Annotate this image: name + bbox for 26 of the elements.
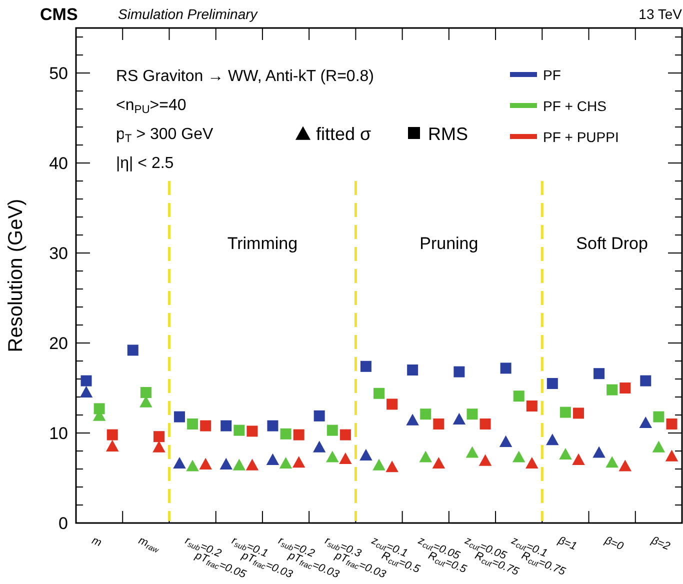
- annotation: <n$_{PU}$>=40: [116, 97, 186, 116]
- x-tick-label: β=0: [602, 534, 626, 554]
- annotation: Pruning: [420, 234, 478, 253]
- y-tick-label: 0: [58, 514, 68, 533]
- legend-label: PF: [543, 67, 561, 83]
- annotation: RMS: [428, 124, 468, 144]
- legend-label: PF + CHS: [543, 98, 606, 114]
- annotation: Trimming: [227, 234, 298, 253]
- legend-label: PF + PUPPI: [543, 129, 619, 145]
- x-tick-label: β=2: [648, 534, 672, 553]
- annotation: RS Graviton → WW, Anti-kT (R=0.8): [116, 68, 374, 85]
- annotation: fitted σ: [316, 124, 372, 144]
- chart-subtitle: Simulation Preliminary: [118, 6, 258, 22]
- y-tick-label: 10: [49, 424, 68, 443]
- y-tick-label: 30: [49, 244, 68, 263]
- y-tick-label: 20: [49, 334, 68, 353]
- x-tick-label: m: [90, 534, 104, 550]
- text: 13 TeV: [638, 6, 683, 22]
- y-tick-label: 50: [49, 64, 68, 83]
- annotation: Soft Drop: [576, 234, 648, 253]
- annotation: p$_{T}$ > 300 GeV: [116, 126, 214, 146]
- x-tick-label: β=1: [555, 534, 578, 553]
- chart-title: CMS: [40, 5, 78, 24]
- annotation: |η| < 2.5: [116, 155, 174, 172]
- y-tick-label: 40: [49, 154, 68, 173]
- y-axis-title: Resolution (GeV): [5, 198, 27, 352]
